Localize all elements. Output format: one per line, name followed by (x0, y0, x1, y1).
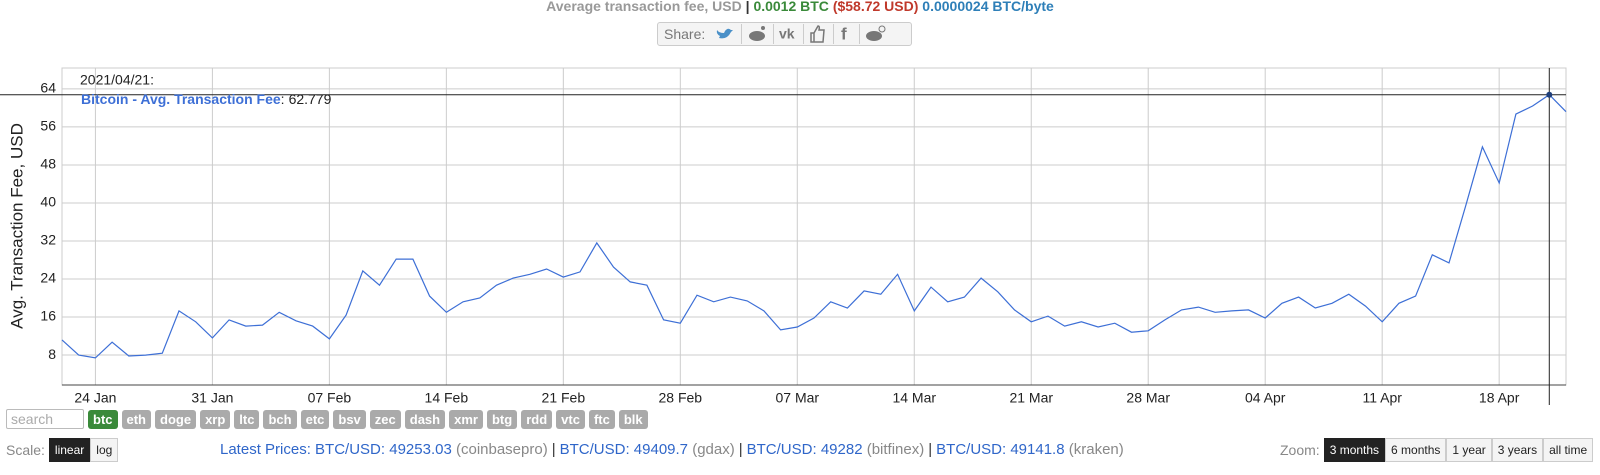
icon-like[interactable] (810, 25, 826, 43)
coin-button[interactable]: ftc (588, 409, 615, 429)
data-line (61, 93, 1567, 359)
byte-fee: 0.0000024 BTC/byte (922, 0, 1054, 14)
header-title: Average transaction fee, USD (546, 0, 742, 14)
y-tick-label: 16 (40, 308, 56, 324)
tooltip-value: 62.779 (289, 91, 332, 107)
usd-fee: ($58.72 USD) (832, 0, 919, 14)
hover-point (1546, 91, 1553, 98)
y-axis-label: Avg. Transaction Fee, USD (7, 123, 26, 329)
x-tick-label: 07 Mar (775, 390, 819, 406)
zoom-option[interactable]: 1 year (1446, 438, 1492, 462)
scale-label: Scale: (6, 442, 45, 458)
tooltip-series: Bitcoin - Avg. Transaction Fee (81, 91, 281, 107)
x-tick-label: 04 Apr (1245, 390, 1286, 406)
icon-weibo[interactable] (866, 25, 886, 41)
y-tick-label: 24 (40, 270, 56, 286)
svg-text:vk: vk (779, 26, 795, 42)
coin-button[interactable]: bch (263, 409, 297, 429)
icon-vk[interactable]: vk (779, 26, 795, 42)
x-tick-label: 28 Feb (659, 390, 703, 406)
x-tick-label: 21 Feb (542, 390, 586, 406)
coin-button[interactable]: vtc (556, 409, 585, 429)
zoom-option[interactable]: 3 months (1323, 438, 1386, 462)
scale-option[interactable]: linear (48, 438, 91, 462)
price-source: (kraken) (1068, 441, 1124, 458)
icon-reddit[interactable] (749, 26, 766, 41)
btc-fee: 0.0012 BTC (753, 0, 829, 14)
icon-facebook[interactable]: f (841, 24, 847, 43)
x-tick-label: 07 Feb (308, 390, 352, 406)
icon-twitter[interactable] (717, 28, 734, 39)
coin-button[interactable]: etc (300, 409, 330, 429)
zoom-option[interactable]: all time (1543, 438, 1594, 462)
price-value: 49282 (820, 441, 863, 458)
price-pair: BTC/USD: (315, 441, 386, 458)
price-value: 49253.03 (389, 441, 452, 458)
price-value: 49141.8 (1010, 441, 1065, 458)
plot-frame (61, 67, 1567, 386)
x-tick-label: 18 Apr (1479, 390, 1520, 406)
x-tick-label: 14 Feb (425, 390, 469, 406)
tooltip-line: Bitcoin - Avg. Transaction Fee: 62.779 (81, 91, 332, 107)
price-separator: | (928, 441, 933, 458)
coin-button[interactable]: rdd (521, 409, 553, 429)
header: Average transaction fee, USD | 0.0012 BT… (0, 0, 1600, 14)
coin-button[interactable]: ltc (234, 409, 260, 429)
y-tick-label: 40 (40, 194, 56, 210)
price-separator: | (551, 441, 556, 458)
y-tick-label: 32 (40, 232, 56, 248)
prices-label: Latest Prices: (220, 441, 311, 458)
price-value: 49409.7 (633, 441, 689, 458)
coin-button[interactable]: xrp (200, 409, 231, 429)
price-source: (coinbasepro) (455, 441, 548, 458)
y-tick-label: 64 (40, 80, 56, 96)
zoom-bar: Zoom: 3 months 6 months 1 year 3 years all t… (1280, 438, 1594, 462)
share-icons: vk f (717, 24, 886, 44)
x-tick-label: 14 Mar (892, 390, 936, 406)
coin-button[interactable]: blk (618, 409, 648, 429)
y-tick-label: 8 (48, 346, 56, 362)
svg-text:f: f (841, 24, 847, 43)
x-tick-label: 21 Mar (1009, 390, 1053, 406)
y-tick-label: 48 (40, 156, 56, 172)
coin-button[interactable]: btg (486, 409, 518, 429)
price-pair: BTC/USD: (559, 441, 630, 458)
separator: | (745, 0, 750, 14)
search-box[interactable]: search (6, 409, 84, 429)
scale-bar: Scale: linear log (6, 438, 119, 462)
coin-button[interactable]: btc (88, 409, 118, 429)
zoom-option[interactable]: 6 months (1385, 438, 1447, 462)
tooltip-date: 2021/04/21: (80, 72, 154, 88)
x-tick-label: 28 Mar (1126, 390, 1170, 406)
y-tick-label: 56 (40, 118, 56, 134)
price-pair: BTC/USD: (746, 441, 817, 458)
share-bar: Share: vk f (657, 22, 912, 46)
coin-button[interactable]: eth (121, 409, 151, 429)
scale-option[interactable]: log (90, 438, 119, 462)
price-source: (bitfinex) (866, 441, 925, 458)
price-source: (gdax) (692, 441, 735, 458)
coin-button[interactable]: bsv (333, 409, 366, 429)
share-label: Share: (664, 26, 706, 42)
x-tick-label: 11 Apr (1362, 390, 1402, 406)
zoom-option[interactable]: 3 years (1491, 438, 1544, 462)
coin-button[interactable]: xmr (449, 409, 483, 429)
zoom-label: Zoom: (1280, 442, 1320, 458)
coin-bar: search btc eth doge xrp ltc bch etc bsv zec dash x… (6, 409, 648, 429)
price-pair: BTC/USD: (936, 441, 1007, 458)
coin-button[interactable]: dash (404, 409, 446, 429)
tooltip-separator: : (281, 91, 285, 107)
latest-prices: Latest Prices: BTC/USD: 49253.03 (coinba… (220, 441, 1124, 458)
x-tick-label: 24 Jan (74, 390, 116, 406)
coin-button[interactable]: zec (369, 409, 401, 429)
price-separator: | (738, 441, 743, 458)
coin-button[interactable]: doge (155, 409, 197, 429)
x-tick-label: 31 Jan (191, 390, 233, 406)
